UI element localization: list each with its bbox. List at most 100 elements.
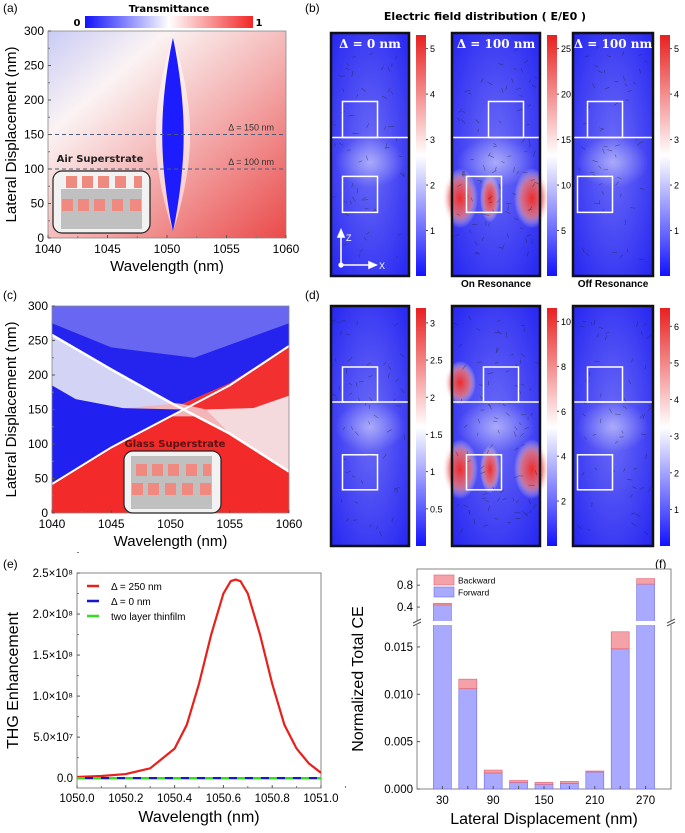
- colorbar-tick-label: 4: [430, 90, 435, 100]
- field-vector: [505, 85, 508, 91]
- field-vector: [502, 44, 506, 46]
- field-vector: [458, 108, 463, 114]
- field-vector: [640, 433, 646, 435]
- field-vector: [400, 353, 405, 358]
- field-vector: [515, 88, 522, 90]
- y-tick-label: 0.005: [384, 737, 413, 749]
- field-vector: [530, 412, 533, 416]
- lower-nanostructure-outline: [465, 454, 503, 491]
- field-vector: [345, 67, 351, 71]
- axis-break-gap: [411, 621, 677, 625]
- field-vector: [371, 210, 376, 212]
- field-vector: [514, 426, 518, 431]
- legend-label: Δ = 250 nm: [111, 582, 162, 593]
- field-vector: [635, 513, 641, 517]
- y-tick-label: 200: [28, 368, 48, 382]
- field-vector: [351, 475, 356, 478]
- field-vector: [352, 56, 356, 58]
- field-vector: [359, 381, 364, 383]
- right-pale-region: [206, 395, 289, 472]
- field-vector: [534, 181, 540, 185]
- annotation-delta-150: Δ = 150 nm: [228, 123, 274, 133]
- field-vector: [345, 470, 352, 474]
- field-vector: [646, 335, 652, 339]
- bar-group-210: [585, 770, 605, 790]
- y-tick-label: 1.5×10⁸: [33, 650, 73, 662]
- lower-nanostructure-outline: [465, 175, 503, 214]
- field-vector: [332, 196, 337, 198]
- field-vector: [526, 233, 532, 237]
- field-vector: [477, 128, 480, 133]
- colorbar-tick-label: 8: [561, 362, 566, 372]
- colorbar-tick-label: 2.5: [430, 356, 443, 366]
- y-tick-label: 5.0×10⁷: [33, 732, 73, 744]
- field-vector: [353, 519, 358, 521]
- colorbar: [660, 35, 670, 276]
- y-tick-label: 250: [28, 334, 48, 348]
- field-vector: [527, 208, 533, 211]
- field-vector: [369, 53, 374, 55]
- field-vector: [365, 155, 369, 161]
- field-vector: [582, 413, 586, 417]
- field-vector: [344, 213, 350, 216]
- bar-backward: [636, 578, 655, 585]
- field-vector: [526, 251, 529, 257]
- field-vector: [623, 75, 625, 81]
- field-vector: [343, 243, 347, 246]
- colorbar-max-label: 1: [256, 18, 263, 29]
- field-vector: [529, 510, 532, 513]
- field-vector: [476, 328, 480, 331]
- field-vector: [640, 330, 643, 335]
- field-frame: [450, 31, 542, 278]
- field-vector: [487, 196, 493, 200]
- field-vector: [488, 505, 490, 512]
- field-vector: [350, 200, 352, 205]
- x-tick-label: 150: [534, 795, 553, 807]
- field-vector: [381, 95, 388, 99]
- field-vector: [351, 182, 353, 188]
- field-glow: [577, 402, 649, 452]
- x-tick-label: 1060: [276, 517, 303, 531]
- field-vector: [363, 198, 369, 201]
- field-vector: [479, 384, 484, 387]
- bar-forward: [636, 583, 655, 790]
- field-vector: [622, 405, 628, 409]
- field-vector: [345, 333, 351, 336]
- field-vector: [506, 202, 512, 205]
- field-hotspot: [480, 445, 500, 494]
- field-vector: [628, 380, 632, 385]
- field-vector: [581, 247, 585, 254]
- field-vector: [638, 54, 643, 56]
- field-vector: [358, 397, 360, 401]
- x-tick-label: 1050: [154, 242, 181, 256]
- colorbar-tick-label: 5: [561, 226, 566, 236]
- field-vector: [495, 347, 498, 353]
- field-vector: [482, 497, 486, 499]
- y-tick-label: 150: [28, 403, 48, 417]
- field-vector: [523, 59, 529, 64]
- field-vector: [637, 142, 641, 146]
- bar-forward: [433, 604, 452, 790]
- bar-backward: [509, 780, 528, 783]
- panel-e: 1050.0 1050.2 1050.4 1050.6 1050.8 1051.0 0.0 5…: [5, 551, 346, 826]
- colorbar-tick-label: 15: [561, 135, 571, 145]
- field-vector: [483, 213, 490, 216]
- field-vector: [489, 444, 494, 449]
- field-vector: [384, 147, 390, 149]
- field-vector: [516, 170, 520, 175]
- field-map-b-3: Δ = 100 nm Off Resonance 1 2 3 4 5: [571, 31, 679, 290]
- field-vector: [374, 208, 378, 212]
- field-vector: [625, 99, 629, 101]
- field-vector: [615, 181, 619, 186]
- field-vector: [496, 198, 502, 203]
- field-vector: [461, 119, 466, 124]
- colorbar-min-label: 0: [74, 18, 81, 29]
- field-vector: [526, 123, 530, 126]
- field-vector: [488, 223, 490, 227]
- field-vector: [468, 315, 472, 321]
- field-vector: [528, 138, 530, 145]
- field-vector: [614, 440, 619, 444]
- colorbar-tick-label: 2: [561, 497, 566, 507]
- field-vector: [382, 454, 387, 459]
- x-tick-label: 30: [436, 795, 449, 807]
